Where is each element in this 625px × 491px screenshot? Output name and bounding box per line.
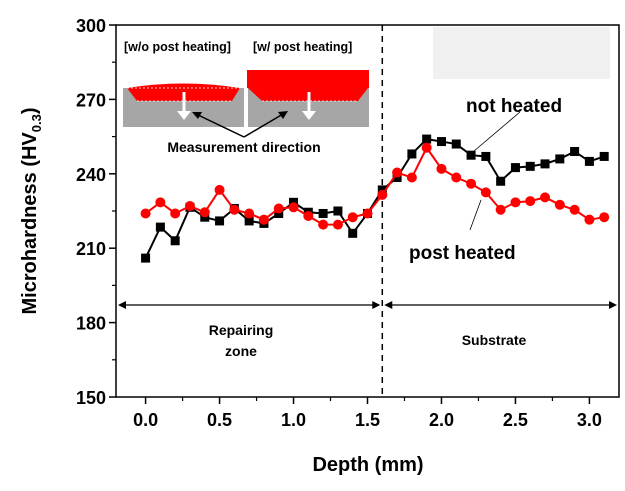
data-point-post-heated bbox=[155, 197, 166, 208]
data-point-post-heated bbox=[480, 187, 491, 198]
data-point-not-heated bbox=[451, 139, 461, 149]
data-point-post-heated bbox=[244, 208, 255, 219]
data-point-post-heated bbox=[510, 197, 521, 208]
data-point-not-heated bbox=[170, 236, 180, 246]
inset-label-with-heating: [w/ post heating] bbox=[253, 40, 352, 54]
x-axis-label: Depth (mm) bbox=[312, 454, 423, 476]
arrowhead-icon bbox=[372, 301, 381, 309]
data-point-post-heated bbox=[332, 219, 343, 230]
zone-repairing-2: zone bbox=[225, 343, 257, 359]
data-point-post-heated bbox=[318, 219, 329, 230]
data-point-not-heated bbox=[333, 206, 343, 216]
inset-label-without-heating: [w/o post heating] bbox=[124, 40, 231, 54]
data-point-post-heated bbox=[184, 201, 195, 212]
y-tick-label: 240 bbox=[76, 165, 106, 185]
data-point-post-heated bbox=[199, 207, 210, 218]
arrowhead-icon bbox=[609, 301, 617, 309]
data-point-not-heated bbox=[215, 216, 225, 226]
gray-placeholder-box bbox=[433, 27, 610, 79]
pointer-arrows bbox=[192, 111, 288, 138]
y-tick-label: 150 bbox=[76, 388, 106, 408]
x-tick-label: 0.0 bbox=[133, 410, 158, 430]
measurement-arrow-icon bbox=[177, 92, 316, 120]
data-point-post-heated bbox=[584, 214, 595, 225]
data-point-post-heated bbox=[451, 172, 462, 183]
data-point-not-heated bbox=[510, 163, 520, 173]
data-point-not-heated bbox=[141, 253, 151, 263]
schematic-inset: [w/o post heating] [w/ post heating] Mea… bbox=[123, 27, 610, 155]
data-point-not-heated bbox=[570, 146, 580, 156]
label-not-heated: not heated bbox=[466, 96, 562, 117]
y-tick-label: 270 bbox=[76, 90, 106, 110]
zone-annotations: Repairing zone Substrate bbox=[209, 322, 527, 359]
series-labels: not heated post heated bbox=[409, 96, 562, 264]
data-point-not-heated bbox=[481, 151, 491, 161]
data-point-not-heated bbox=[407, 149, 417, 159]
data-point-not-heated bbox=[436, 137, 446, 147]
data-point-post-heated bbox=[525, 196, 536, 207]
data-point-not-heated bbox=[584, 156, 594, 166]
arrowhead-icon bbox=[384, 301, 393, 309]
deposit-right-cap bbox=[247, 70, 369, 88]
data-point-not-heated bbox=[244, 216, 254, 226]
data-point-post-heated bbox=[377, 189, 388, 200]
y-tick-label: 300 bbox=[76, 16, 106, 36]
data-point-post-heated bbox=[170, 208, 181, 219]
data-point-post-heated bbox=[554, 199, 565, 210]
data-point-post-heated bbox=[495, 204, 506, 215]
data-point-post-heated bbox=[406, 172, 417, 183]
data-point-not-heated bbox=[496, 176, 506, 186]
data-point-post-heated bbox=[273, 203, 284, 214]
data-point-post-heated bbox=[436, 163, 447, 174]
zone-repairing-1: Repairing bbox=[209, 322, 274, 338]
y-axis-label: Microhardness (HV0.3) bbox=[19, 107, 44, 314]
label-post-heated: post heated bbox=[409, 243, 516, 264]
x-tick-label: 2.0 bbox=[429, 410, 454, 430]
data-point-post-heated bbox=[466, 178, 477, 189]
data-point-not-heated bbox=[422, 134, 432, 144]
data-point-not-heated bbox=[525, 161, 535, 171]
data-point-post-heated bbox=[392, 167, 403, 178]
data-point-post-heated bbox=[140, 208, 151, 219]
data-point-not-heated bbox=[348, 228, 358, 238]
data-point-post-heated bbox=[569, 204, 580, 215]
y-tick-label: 210 bbox=[76, 239, 106, 259]
x-tick-label: 1.5 bbox=[355, 410, 380, 430]
data-point-post-heated bbox=[421, 142, 432, 153]
data-point-post-heated bbox=[540, 192, 551, 203]
data-point-post-heated bbox=[347, 212, 358, 223]
y-tick-label: 180 bbox=[76, 314, 106, 334]
data-point-not-heated bbox=[466, 150, 476, 160]
arrowhead-icon bbox=[118, 301, 126, 309]
data-point-post-heated bbox=[288, 202, 299, 213]
series-line-1 bbox=[144, 145, 605, 226]
x-tick-label: 2.5 bbox=[503, 410, 528, 430]
data-point-not-heated bbox=[540, 159, 550, 169]
data-point-not-heated bbox=[318, 208, 328, 218]
data-point-post-heated bbox=[599, 212, 610, 223]
zone-substrate: Substrate bbox=[462, 332, 527, 348]
x-tick-label: 3.0 bbox=[577, 410, 602, 430]
inset-caption: Measurement direction bbox=[167, 139, 320, 155]
data-point-post-heated bbox=[362, 208, 373, 219]
data-point-post-heated bbox=[229, 204, 240, 215]
data-point-not-heated bbox=[555, 154, 565, 164]
data-point-post-heated bbox=[214, 184, 225, 195]
x-tick-label: 0.5 bbox=[207, 410, 232, 430]
data-point-not-heated bbox=[155, 222, 165, 232]
data-point-not-heated bbox=[599, 151, 609, 161]
data-point-post-heated bbox=[258, 214, 269, 225]
data-point-post-heated bbox=[303, 210, 314, 221]
x-tick-label: 1.0 bbox=[281, 410, 306, 430]
